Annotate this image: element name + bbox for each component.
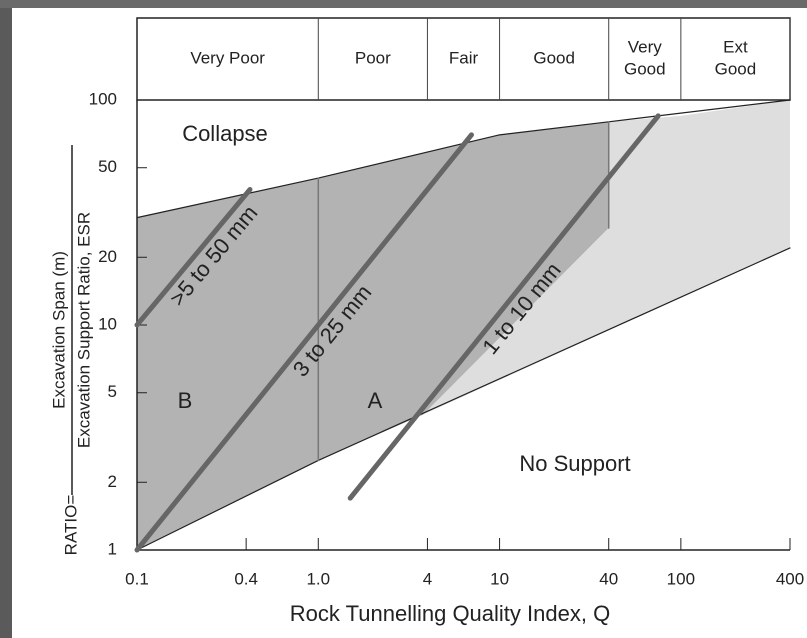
x-tick-label: 0.1 — [125, 569, 149, 588]
class-label: Good — [715, 59, 757, 78]
y-tick-label: 10 — [98, 314, 117, 333]
class-label: Poor — [355, 48, 391, 67]
page: Very Poor Poor Fair Good Very Good Ext Good 0.1 0… — [0, 0, 807, 638]
y-label-denominator: Excavation Support Ratio, ESR — [74, 212, 93, 448]
y-tick-label: 100 — [89, 89, 117, 108]
x-tick-label: 400 — [776, 569, 804, 588]
x-tick-label: 100 — [667, 569, 695, 588]
y-tick-label: 1 — [108, 539, 117, 558]
y-tick-label: 2 — [108, 472, 117, 491]
y-tick-label: 20 — [98, 247, 117, 266]
x-tick-label: 10 — [490, 569, 509, 588]
class-label: Ext — [723, 37, 748, 56]
x-tick-label: 4 — [423, 569, 432, 588]
x-tick-label: 1.0 — [306, 569, 330, 588]
class-label: Very — [628, 37, 663, 56]
region-label: No Support — [519, 451, 630, 476]
chart: Very Poor Poor Fair Good Very Good Ext Good 0.1 0… — [0, 0, 807, 638]
region-label: Collapse — [182, 121, 268, 146]
class-label: Very Poor — [190, 48, 265, 67]
frame-edge — [0, 0, 807, 8]
y-tick-label: 5 — [108, 382, 117, 401]
class-label: Fair — [449, 48, 479, 67]
class-label: Good — [533, 48, 575, 67]
y-label-numerator: Excavation Span (m) — [49, 251, 68, 409]
y-tick-label: 50 — [98, 157, 117, 176]
region-label: A — [368, 388, 383, 413]
x-tick-label: 40 — [599, 569, 618, 588]
frame-edge — [0, 0, 12, 638]
class-label: Good — [624, 59, 666, 78]
y-label-prefix: RATIO= — [61, 495, 80, 556]
region-label: B — [178, 388, 193, 413]
x-tick-label: 0.4 — [234, 569, 258, 588]
x-axis-label: Rock Tunnelling Quality Index, Q — [290, 601, 610, 626]
